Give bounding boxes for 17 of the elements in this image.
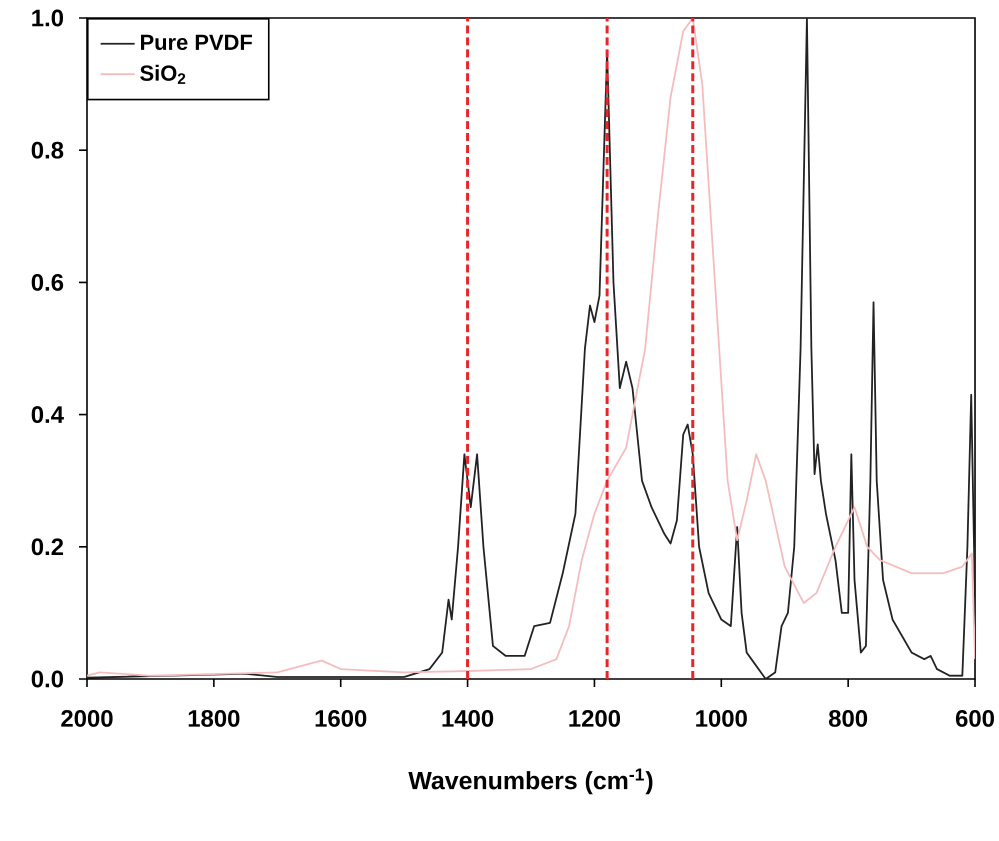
y-tick-label: 0.0	[32, 670, 64, 688]
y-tick-label: 1.0	[32, 10, 64, 26]
x-tick-label: 1400	[442, 710, 494, 727]
y-tick-label: 0.2	[32, 538, 64, 556]
y-tick-label: 0.4	[32, 406, 64, 424]
legend-label: Pure PVDF	[141, 34, 252, 50]
legend-label: SiO$_{2}$	[140, 64, 186, 84]
y-tick-label: 0.8	[32, 142, 64, 159]
x-tick-label: 2000	[61, 710, 113, 727]
x-tick-label: 1200	[569, 710, 620, 727]
x-tick-label: 1600	[316, 710, 366, 727]
x-axis-title: Wavenumbers (cm$^{-1}$)	[408, 768, 652, 794]
x-tick-label: 600	[956, 710, 994, 727]
x-tick-label: 1000	[696, 710, 747, 727]
x-tick-label: 800	[828, 710, 868, 727]
y-tick-label: 0.6	[32, 274, 64, 291]
x-tick-label: 1800	[188, 710, 240, 727]
